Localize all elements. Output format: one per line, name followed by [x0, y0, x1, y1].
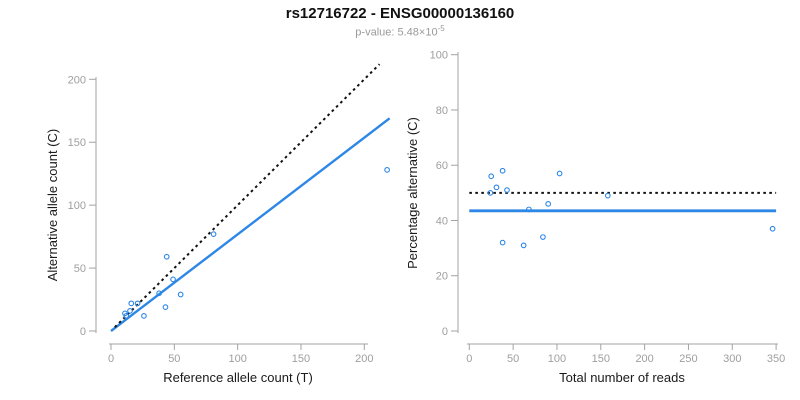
data-point	[504, 187, 510, 193]
y-axis-title: Percentage alternative (C)	[405, 117, 420, 269]
figure-title: rs12716722 - ENSG00000136160	[285, 5, 515, 22]
x-tick-label: 250	[679, 353, 697, 365]
y-tick-label: 100	[68, 200, 86, 212]
data-point	[134, 300, 141, 307]
y-tick-label: 150	[68, 137, 86, 149]
x-tick-label: 300	[723, 353, 741, 365]
data-point	[488, 173, 495, 180]
pvalue-subtitle: p-value: 5.48×10-5	[0, 24, 800, 39]
regression-line	[110, 117, 391, 332]
data-point	[128, 300, 135, 307]
data-point	[384, 167, 390, 173]
y-tick-label: 100	[430, 50, 448, 62]
x-tick-label: 100	[228, 353, 246, 365]
data-point	[141, 313, 147, 319]
data-point	[210, 231, 217, 237]
data-point	[127, 308, 133, 314]
data-point	[769, 225, 776, 232]
x-axis-title: Total number of reads	[559, 370, 685, 385]
data-point	[493, 184, 500, 191]
data-point	[177, 291, 184, 298]
y-tick-label: 80	[436, 105, 448, 117]
x-tick-label: 100	[548, 353, 566, 365]
x-tick-label: 200	[355, 353, 373, 365]
data-point	[604, 192, 611, 199]
pvalue-exponent: -5	[437, 24, 445, 33]
y-tick-label: 20	[436, 271, 448, 283]
x-axis-title: Reference allele count (T)	[163, 370, 313, 385]
data-point	[499, 239, 506, 246]
y-tick-label: 40	[436, 215, 448, 227]
data-point	[487, 190, 494, 196]
y-tick-label: 60	[436, 160, 448, 172]
allele-counts-panel: 0 50 100 150 200 0 50 100 150 200 Reference allele…	[45, 63, 391, 385]
identity-line	[114, 63, 381, 328]
y-tick-label: 200	[68, 74, 86, 86]
x-tick-label: 50	[168, 353, 180, 365]
data-point	[123, 313, 130, 319]
data-point	[156, 290, 162, 297]
data-point	[526, 206, 532, 213]
y-tick-label: 50	[74, 263, 86, 275]
data-point	[520, 242, 527, 249]
x-tick-label: 0	[108, 353, 114, 365]
data-point	[163, 253, 170, 260]
data-point	[540, 234, 546, 240]
x-tick-label: 150	[592, 353, 610, 365]
data-point	[499, 167, 506, 174]
data-point	[556, 170, 563, 177]
x-tick-label: 150	[292, 353, 310, 365]
x-tick-label: 50	[507, 353, 519, 365]
y-axis-title: Alternative allele count (C)	[45, 129, 60, 281]
percentage-alternative-panel: 0 20 40 60 80 100 0 50 100 150 200 250 300 350 Total n…	[405, 50, 785, 385]
x-tick-label: 200	[635, 353, 653, 365]
y-tick-label: 0	[80, 326, 86, 338]
data-point	[545, 201, 552, 207]
y-tick-label: 0	[442, 326, 448, 338]
x-tick-label: 350	[767, 353, 785, 365]
data-point	[162, 304, 169, 310]
pvalue-text: p-value: 5.48×10	[355, 26, 438, 39]
data-point	[170, 276, 176, 283]
x-tick-label: 0	[466, 353, 472, 365]
